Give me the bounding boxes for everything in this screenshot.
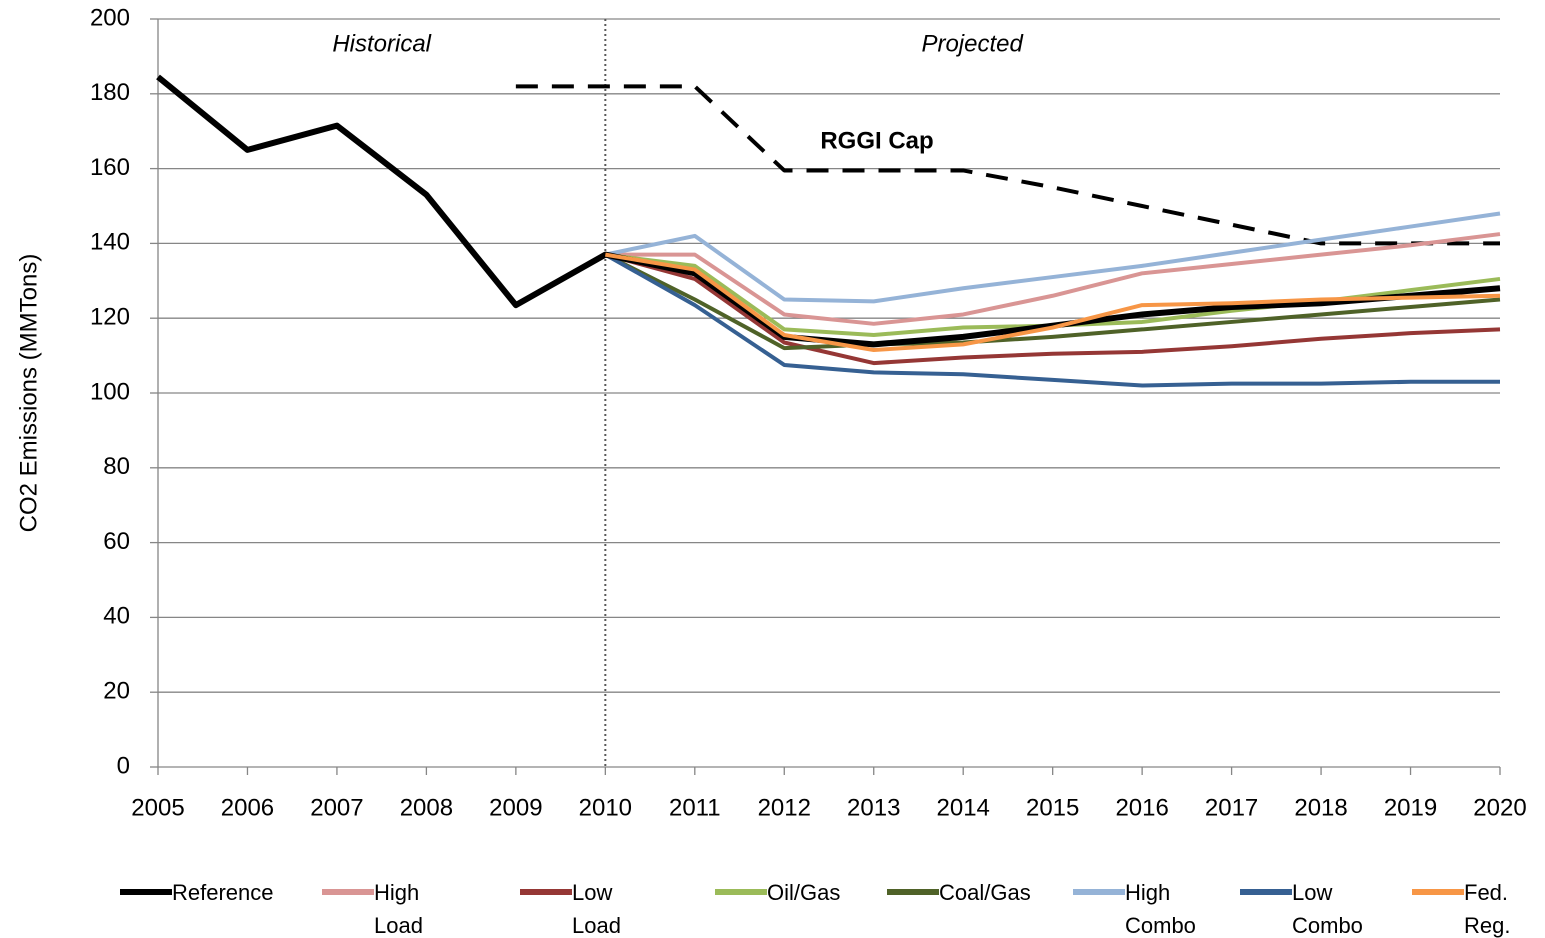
- legend-swatch: [715, 889, 767, 895]
- x-tick-label: 2007: [310, 794, 363, 821]
- legend-item: Reference: [120, 876, 274, 909]
- legend-swatch: [1412, 889, 1464, 895]
- series-line: [604, 252, 1501, 366]
- cap-label: RGGI Cap: [820, 127, 933, 154]
- y-tick-label: 200: [90, 4, 130, 31]
- y-tick-label: 100: [90, 378, 130, 405]
- x-tick-label: 2010: [579, 794, 632, 821]
- series-line: [605, 252, 1501, 352]
- legend-item: High Combo: [1073, 876, 1196, 938]
- y-tick-label: 80: [103, 453, 130, 480]
- x-tick-label: 2020: [1473, 794, 1526, 821]
- legend-label: Low Combo: [1292, 880, 1363, 938]
- legend-item: Fed. Reg.: [1412, 876, 1524, 938]
- x-tick-label: 2011: [669, 794, 721, 821]
- series-line: [604, 252, 1501, 351]
- x-tick-label: 2006: [221, 794, 274, 821]
- y-tick-label: 0: [117, 752, 130, 779]
- legend-label: Fed. Reg.: [1464, 880, 1511, 938]
- x-tick-label: 2019: [1384, 794, 1437, 821]
- legend-swatch: [887, 889, 939, 895]
- y-tick-label: 40: [103, 603, 130, 630]
- series-line: [605, 232, 1501, 326]
- annotation: Projected: [921, 30, 1023, 57]
- y-tick-label: 120: [90, 304, 130, 331]
- legend-item: Coal/Gas: [887, 876, 1031, 909]
- series-line: [604, 252, 1500, 388]
- legend-label: Low Load: [572, 880, 621, 938]
- x-tick-label: 2012: [758, 794, 811, 821]
- legend-label: Reference: [172, 880, 274, 905]
- annotation: Historical: [332, 30, 431, 57]
- x-tick-label: 2016: [1115, 794, 1168, 821]
- x-tick-label: 2009: [489, 794, 542, 821]
- legend-label: High Combo: [1125, 880, 1196, 938]
- y-tick-label: 60: [103, 528, 130, 555]
- x-tick-label: 2018: [1294, 794, 1347, 821]
- legend-swatch: [1240, 889, 1292, 895]
- y-tick-label: 160: [90, 154, 130, 181]
- x-tick-label: 2015: [1026, 794, 1079, 821]
- x-tick-label: 2005: [131, 794, 184, 821]
- legend-swatch: [322, 889, 374, 895]
- y-tick-label: 20: [103, 678, 130, 705]
- legend-item: High Load: [322, 876, 464, 938]
- legend-swatch: [1073, 889, 1125, 895]
- series-line: [156, 74, 1501, 348]
- legend-item: Oil/Gas: [715, 876, 857, 909]
- legend-swatch: [520, 889, 572, 895]
- legend-label: Coal/Gas: [939, 880, 1031, 905]
- x-tick-label: 2014: [937, 794, 990, 821]
- cap-line: [515, 84, 1500, 246]
- x-tick-label: 2008: [400, 794, 453, 821]
- x-tick-label: 2013: [847, 794, 900, 821]
- x-tick-label: 2017: [1205, 794, 1258, 821]
- legend-item: Low Combo: [1240, 876, 1363, 938]
- y-axis-label: CO2 Emissions (MMTons): [15, 254, 42, 533]
- legend-item: Low Load: [520, 876, 662, 938]
- legend-label: High Load: [374, 880, 423, 938]
- y-tick-label: 180: [90, 79, 130, 106]
- y-tick-label: 140: [90, 229, 130, 256]
- series-line: [604, 211, 1501, 304]
- legend-swatch: [120, 889, 172, 895]
- legend-label: Oil/Gas: [767, 880, 841, 905]
